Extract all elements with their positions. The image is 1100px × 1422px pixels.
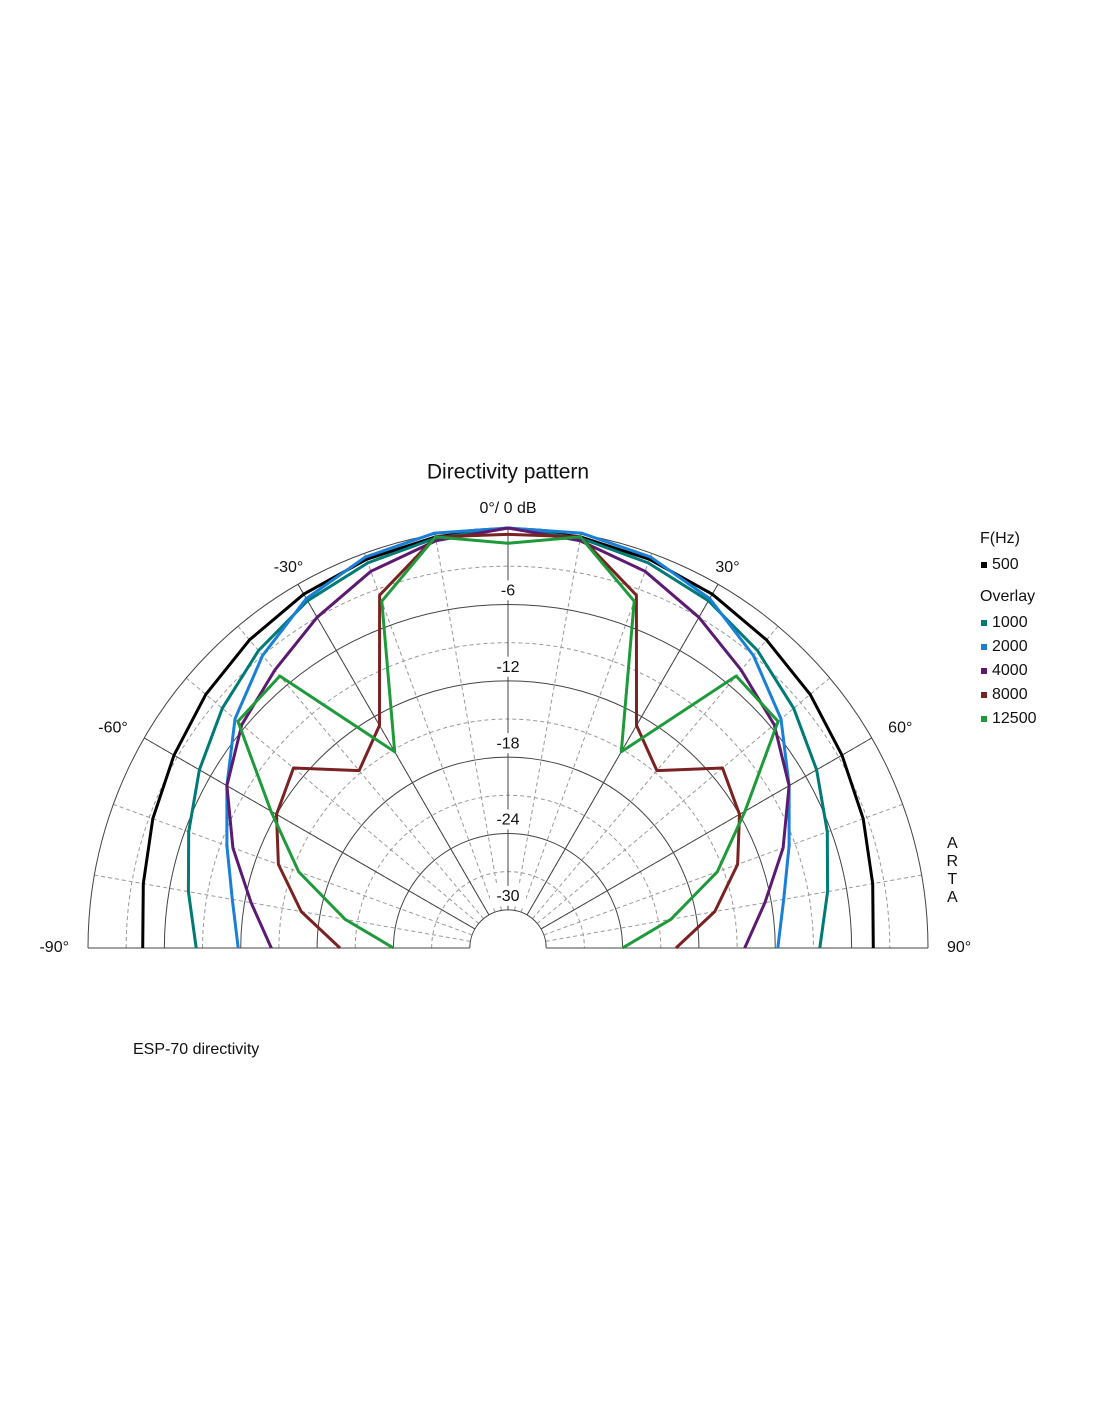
radial-grid-line [520, 553, 653, 913]
angle-tick-label: -60° [98, 720, 128, 737]
radial-grid-line [514, 534, 582, 911]
r-tick-label: -24 [496, 812, 519, 829]
radial-grid-line [434, 534, 502, 911]
series-line [275, 532, 741, 950]
legend-title: F(Hz) [980, 530, 1020, 547]
label-bg [490, 580, 526, 601]
legend-swatch [981, 562, 987, 568]
radial-grid-line [94, 874, 471, 942]
angle-tick-label: 60° [888, 720, 912, 737]
legend-swatch [981, 644, 987, 650]
radial-grid-line [113, 803, 473, 936]
label-bg [490, 885, 526, 906]
angle-tick-label: 90° [947, 939, 971, 956]
legend-label: 500 [992, 556, 1019, 573]
legend-swatch [981, 668, 987, 674]
label-bg [490, 656, 526, 677]
r-tick-label: -6 [501, 583, 515, 600]
radial-grid-line [543, 803, 903, 936]
angle-tick-label: -30° [274, 559, 304, 576]
r-tick-label: -18 [496, 735, 519, 752]
legend-label: 8000 [992, 686, 1028, 703]
legend-label: 12500 [992, 710, 1037, 727]
legend-subtitle: Overlay [980, 588, 1035, 605]
footer: ESP-70 directivity [133, 1041, 259, 1058]
series-line [236, 535, 780, 950]
legend-swatch [981, 716, 987, 722]
r-tick-label: -30 [496, 888, 519, 905]
angle-tick-label: 30° [715, 559, 739, 576]
radial-grid-line [363, 553, 496, 913]
legend-swatch [981, 692, 987, 698]
legend-label: 1000 [992, 614, 1028, 631]
radial-grid-line [545, 874, 922, 942]
watermark: ARTA [944, 835, 961, 907]
legend-swatch [981, 620, 987, 626]
label-bg [490, 809, 526, 830]
minor-grid-ring [125, 565, 891, 949]
label-bg [490, 733, 526, 754]
r-tick-label: -12 [496, 659, 519, 676]
legend-label: 4000 [992, 662, 1028, 679]
angle-tick-label: 0°/ 0 dB [479, 500, 536, 517]
angle-tick-label: -90° [39, 939, 69, 956]
series-line [225, 526, 791, 949]
legend-label: 2000 [992, 638, 1028, 655]
chart-title: Directivity pattern [427, 461, 589, 484]
